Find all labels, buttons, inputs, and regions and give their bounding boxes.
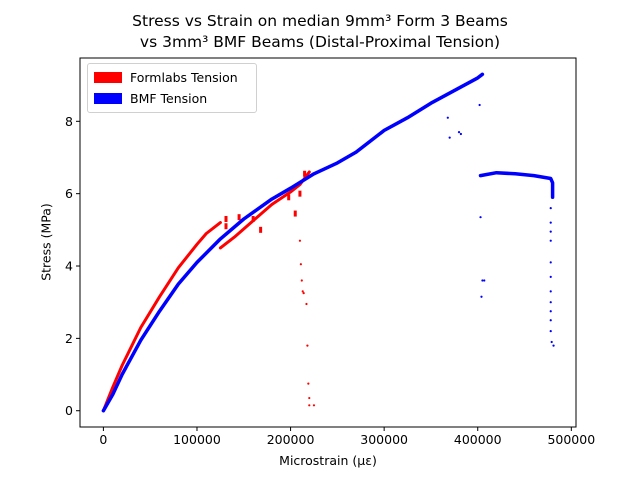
data-point	[305, 302, 308, 306]
series-curve	[218, 170, 311, 250]
y-tick-label: 6	[65, 186, 73, 201]
data-point	[301, 290, 304, 293]
x-tick-label: 100000	[173, 432, 221, 447]
data-point	[308, 404, 311, 407]
legend: Formlabs Tension BMF Tension	[87, 63, 257, 113]
data-point	[446, 116, 449, 119]
x-tick-label: 0	[99, 432, 107, 447]
x-tick-label: 200000	[267, 432, 315, 447]
data-point	[480, 295, 483, 298]
data-point	[459, 132, 462, 136]
data-point	[549, 310, 552, 313]
x-axis-label: Microstrain (με)	[279, 453, 377, 468]
data-cluster	[237, 214, 241, 221]
legend-label-bmf: BMF Tension	[130, 90, 208, 106]
legend-item-formlabs: Formlabs Tension	[94, 68, 238, 86]
data-point	[552, 344, 555, 347]
data-point	[549, 261, 552, 264]
series-formlabs	[101, 170, 316, 413]
data-point	[457, 131, 461, 134]
y-axis-ticks: 0 2 4 6 8	[65, 114, 80, 418]
chart-title: Stress vs Strain on median 9mm³ Form 3 B…	[132, 12, 508, 30]
data-point	[549, 301, 552, 304]
y-tick-label: 8	[65, 114, 73, 129]
data-cluster	[259, 226, 263, 233]
legend-swatch-bmf	[94, 92, 122, 104]
data-point	[307, 382, 310, 385]
data-cluster	[293, 210, 297, 217]
x-tick-label: 400000	[454, 432, 502, 447]
data-point	[312, 404, 316, 407]
data-point	[299, 263, 302, 266]
x-tick-label: 300000	[360, 432, 408, 447]
data-point	[549, 230, 552, 233]
data-cluster	[224, 223, 228, 230]
x-axis-ticks: 0 100000 200000 300000 400000 500000	[99, 427, 595, 447]
series-curve	[101, 221, 222, 413]
data-point	[549, 221, 552, 224]
data-point	[300, 279, 303, 282]
data-point	[478, 103, 481, 107]
series-curve	[478, 170, 555, 200]
series-bmf	[101, 72, 555, 413]
data-point	[549, 330, 552, 333]
data-point	[549, 290, 552, 293]
data-point	[481, 279, 484, 282]
data-point	[302, 292, 305, 295]
data-cluster	[251, 215, 255, 222]
y-axis-label: Stress (MPa)	[38, 203, 54, 281]
x-tick-label: 500000	[547, 432, 595, 447]
data-cluster	[303, 170, 307, 177]
data-point	[549, 207, 552, 210]
data-point	[308, 396, 311, 400]
data-point	[550, 340, 553, 344]
y-tick-label: 2	[65, 331, 73, 346]
legend-swatch-formlabs	[94, 71, 122, 83]
data-point	[549, 275, 552, 278]
chart-subtitle: vs 3mm³ BMF Beams (Distal-Proximal Tensi…	[139, 33, 501, 51]
data-point	[549, 239, 552, 242]
y-tick-label: 4	[65, 259, 73, 274]
legend-item-bmf: BMF Tension	[94, 89, 207, 107]
data-cluster	[287, 194, 291, 201]
data-point	[479, 216, 482, 219]
data-point	[306, 344, 309, 347]
series-curve	[101, 72, 485, 413]
y-tick-label: 0	[65, 403, 73, 418]
data-point	[483, 279, 486, 282]
axes-frame	[79, 57, 577, 428]
data-point	[298, 239, 302, 242]
legend-label-formlabs: Formlabs Tension	[130, 69, 238, 85]
plot-area	[101, 72, 555, 413]
data-cluster	[224, 215, 228, 222]
data-point	[448, 136, 451, 139]
data-cluster	[298, 190, 302, 197]
data-point	[549, 319, 552, 322]
